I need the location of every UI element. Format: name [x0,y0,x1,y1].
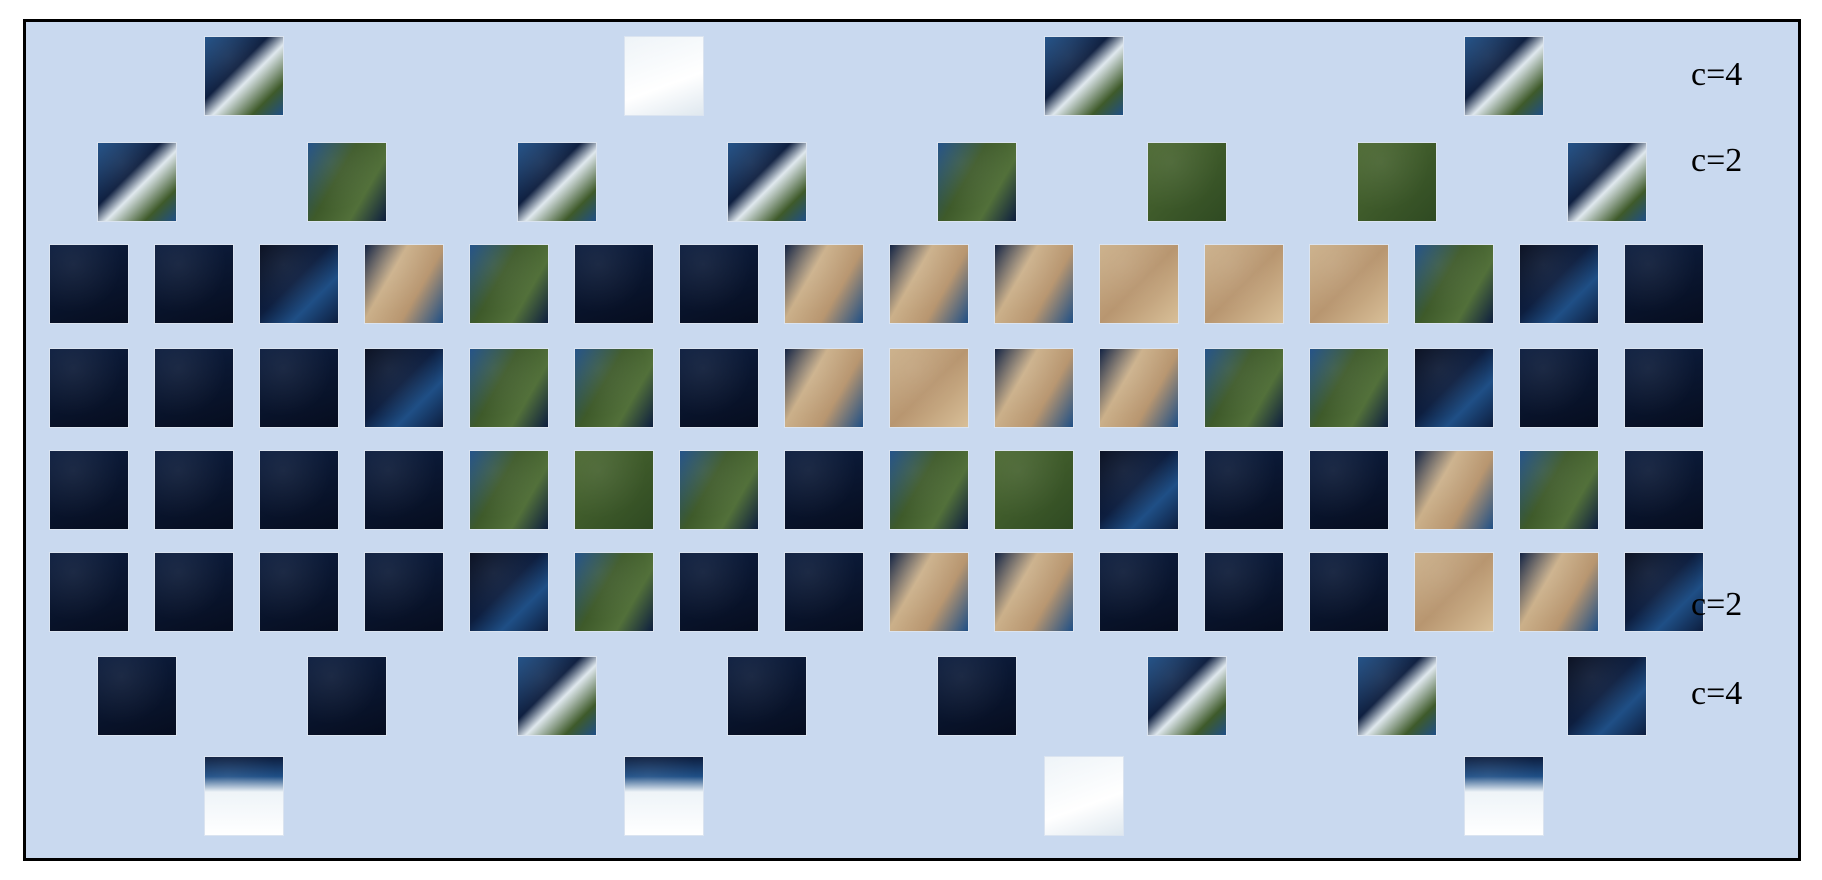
map-tile-band-1-14 [1414,244,1494,324]
map-tile-north-c2-7 [1357,142,1437,222]
map-tile-band-3-12 [1204,450,1284,530]
row-label-south-c4: c=4 [1691,675,1743,712]
map-tile-band-1-10 [994,244,1074,324]
map-tile-south-c4-1 [204,756,284,836]
map-tile-band-2-15 [1519,348,1599,428]
row-label-south-c2: c=2 [1691,586,1743,623]
map-tile-band-2-5 [469,348,549,428]
map-tile-band-3-7 [679,450,759,530]
map-tile-band-1-1 [49,244,129,324]
map-tile-band-2-13 [1309,348,1389,428]
map-tile-south-c4-2 [624,756,704,836]
map-tile-band-3-4 [364,450,444,530]
map-tile-band-3-11 [1099,450,1179,530]
map-tile-band-2-10 [994,348,1074,428]
map-tile-band-4-6 [574,552,654,632]
tile-grid [26,22,1798,858]
map-tile-band-2-6 [574,348,654,428]
map-tile-south-c2-1 [97,656,177,736]
map-tile-band-3-15 [1519,450,1599,530]
map-tile-band-1-6 [574,244,654,324]
map-tile-band-2-1 [49,348,129,428]
map-tile-band-2-4 [364,348,444,428]
row-label-north-c2: c=2 [1691,142,1743,179]
map-tile-band-4-1 [49,552,129,632]
map-tile-band-3-9 [889,450,969,530]
map-tile-band-4-3 [259,552,339,632]
map-tile-south-c2-4 [727,656,807,736]
row-label-north-c4: c=4 [1691,56,1743,93]
map-tile-south-c2-5 [937,656,1017,736]
map-tile-north-c2-6 [1147,142,1227,222]
map-tile-band-2-2 [154,348,234,428]
map-tile-band-2-7 [679,348,759,428]
map-tile-band-1-11 [1099,244,1179,324]
map-tile-band-4-4 [364,552,444,632]
map-tile-band-1-4 [364,244,444,324]
map-tile-band-4-11 [1099,552,1179,632]
map-tile-band-4-14 [1414,552,1494,632]
map-tile-band-1-8 [784,244,864,324]
map-tile-south-c2-2 [307,656,387,736]
map-tile-band-4-12 [1204,552,1284,632]
map-tile-band-4-16 [1624,552,1704,632]
map-tile-south-c2-7 [1357,656,1437,736]
map-tile-band-4-13 [1309,552,1389,632]
map-tile-north-c4-1 [204,36,284,116]
map-tile-band-1-12 [1204,244,1284,324]
map-tile-band-3-16 [1624,450,1704,530]
map-tile-band-4-8 [784,552,864,632]
map-tile-band-1-13 [1309,244,1389,324]
map-tile-band-1-3 [259,244,339,324]
map-tile-band-2-12 [1204,348,1284,428]
map-tile-band-4-5 [469,552,549,632]
map-tile-band-1-15 [1519,244,1599,324]
map-tile-band-2-11 [1099,348,1179,428]
map-tile-north-c2-1 [97,142,177,222]
map-tile-north-c2-3 [517,142,597,222]
map-tile-south-c4-3 [1044,756,1124,836]
map-tile-band-3-3 [259,450,339,530]
map-tile-band-3-1 [49,450,129,530]
map-tile-north-c2-8 [1567,142,1647,222]
map-tile-band-3-10 [994,450,1074,530]
map-tile-band-2-9 [889,348,969,428]
figure-frame: c=4 c=2 c=2 c=4 [23,19,1801,861]
map-tile-north-c2-2 [307,142,387,222]
map-tile-band-4-15 [1519,552,1599,632]
map-tile-band-4-7 [679,552,759,632]
map-tile-band-3-5 [469,450,549,530]
map-tile-band-1-9 [889,244,969,324]
map-tile-band-4-2 [154,552,234,632]
map-tile-band-2-16 [1624,348,1704,428]
map-tile-band-3-8 [784,450,864,530]
map-tile-south-c2-3 [517,656,597,736]
map-tile-band-2-8 [784,348,864,428]
map-tile-north-c2-4 [727,142,807,222]
map-tile-north-c4-2 [624,36,704,116]
map-tile-band-3-2 [154,450,234,530]
map-tile-band-1-5 [469,244,549,324]
map-tile-band-2-3 [259,348,339,428]
map-tile-band-1-2 [154,244,234,324]
map-tile-band-1-7 [679,244,759,324]
map-tile-band-4-10 [994,552,1074,632]
map-tile-south-c2-8 [1567,656,1647,736]
map-tile-band-4-9 [889,552,969,632]
map-tile-band-2-14 [1414,348,1494,428]
map-tile-band-3-13 [1309,450,1389,530]
map-tile-north-c4-4 [1464,36,1544,116]
map-tile-north-c2-5 [937,142,1017,222]
map-tile-south-c4-4 [1464,756,1544,836]
map-tile-south-c2-6 [1147,656,1227,736]
map-tile-north-c4-3 [1044,36,1124,116]
map-tile-band-1-16 [1624,244,1704,324]
map-tile-band-3-6 [574,450,654,530]
map-tile-band-3-14 [1414,450,1494,530]
